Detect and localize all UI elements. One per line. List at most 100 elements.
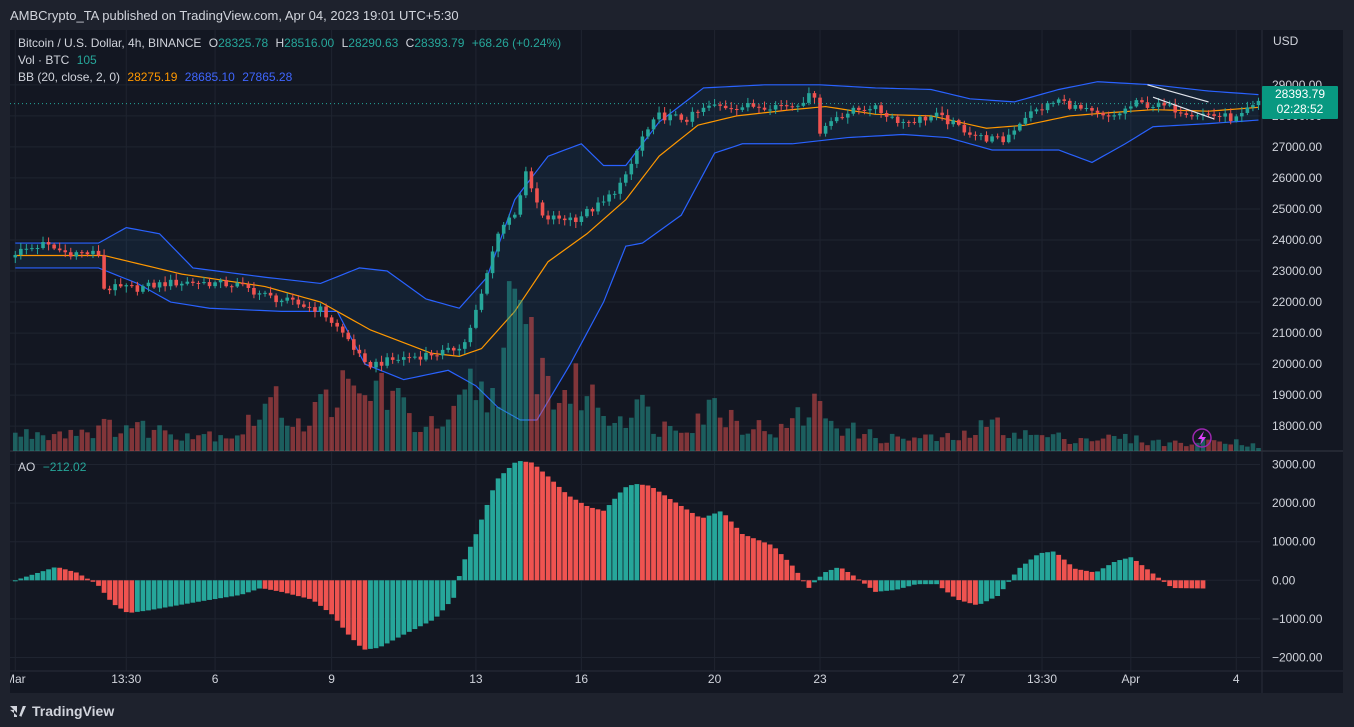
- symbol-legend[interactable]: Bitcoin / U.S. Dollar, 4h, BINANCE O2832…: [18, 36, 565, 50]
- volume-bar: [839, 435, 845, 451]
- candle-body: [146, 282, 151, 287]
- trend-line[interactable]: [1152, 96, 1215, 120]
- ao-bar: [862, 580, 867, 584]
- volume-bar: [307, 425, 312, 451]
- ao-bar: [368, 580, 373, 649]
- candle-body: [224, 280, 228, 287]
- candle-body: [185, 281, 190, 284]
- time-axis[interactable]: Mar 13:30 6 9 13 16 20 23 27 13:30 Apr 4: [10, 672, 1240, 686]
- bb-label[interactable]: BB (20, close, 2, 0): [18, 70, 121, 84]
- volume-bar: [12, 432, 18, 451]
- ao-bar: [884, 580, 890, 591]
- bb-legend[interactable]: BB (20, close, 2, 0) 28275.19 28685.10 2…: [18, 70, 296, 84]
- ao-bar: [1183, 580, 1189, 589]
- ao-bar: [207, 580, 212, 600]
- ao-bar: [1161, 580, 1167, 582]
- candle-body: [618, 182, 623, 194]
- trend-line[interactable]: [1147, 84, 1209, 103]
- candle: [174, 273, 179, 288]
- candle: [1051, 101, 1055, 107]
- ao-bar: [140, 580, 146, 612]
- symbol-name[interactable]: Bitcoin / U.S. Dollar, 4h, BINANCE: [18, 36, 202, 50]
- candle-body: [346, 332, 351, 340]
- ao-tick-label: 1000.00: [1272, 535, 1316, 549]
- candle-body: [857, 107, 861, 110]
- volume-bar: [257, 419, 262, 451]
- ao-bar: [129, 580, 135, 613]
- volume-bar: [606, 425, 612, 451]
- candle: [257, 290, 262, 300]
- candle-body: [734, 109, 739, 111]
- volume-bar: [673, 430, 679, 451]
- volume-bar: [462, 389, 468, 451]
- candle-body: [274, 295, 278, 303]
- volume-bar: [512, 288, 518, 451]
- price-candles[interactable]: [13, 87, 1261, 373]
- volume-bar: [706, 399, 712, 451]
- candle-body: [102, 255, 106, 289]
- candle: [1040, 103, 1044, 116]
- chart-canvas[interactable]: 18000.00 19000.00 20000.00 21000.00 22000.00…: [10, 30, 1343, 693]
- volume-bar: [334, 407, 340, 451]
- replay-lightning-icon[interactable]: [1192, 428, 1212, 448]
- ao-bar: [201, 580, 207, 601]
- tradingview-logo[interactable]: TradingView: [10, 703, 114, 719]
- candle-body: [13, 254, 18, 258]
- candle: [313, 302, 317, 318]
- price-axis[interactable]: 18000.00 19000.00 20000.00 21000.00 22000.00…: [1272, 78, 1322, 433]
- ao-histogram[interactable]: [12, 461, 1206, 650]
- volume-legend[interactable]: Vol · BTC 105: [18, 53, 101, 67]
- candle: [1245, 101, 1250, 116]
- ao-bar: [1022, 563, 1028, 581]
- candle-body: [1123, 108, 1128, 114]
- ao-legend[interactable]: AO −212.02: [18, 460, 90, 474]
- candle: [551, 211, 556, 225]
- candle-body: [1006, 134, 1011, 143]
- candle-body: [202, 282, 206, 284]
- ao-bar: [57, 567, 63, 581]
- candle-body: [30, 248, 34, 250]
- volume-bar: [357, 393, 362, 451]
- candle-body: [651, 119, 656, 130]
- ao-bar: [556, 486, 562, 581]
- volume-bar: [456, 394, 462, 451]
- ao-bar: [667, 498, 673, 581]
- volume-label[interactable]: Vol · BTC: [18, 53, 70, 67]
- candle-body: [268, 292, 273, 296]
- ao-bar: [617, 492, 623, 581]
- candle-body: [463, 342, 467, 349]
- ao-bar: [789, 565, 795, 581]
- bb-lower-line[interactable]: [15, 119, 1259, 421]
- time-tick-label: 9: [328, 672, 335, 686]
- candle: [474, 304, 478, 330]
- candle-body: [779, 105, 783, 107]
- ao-bar: [1017, 567, 1023, 581]
- volume-bars[interactable]: [12, 281, 1261, 451]
- ao-bar: [445, 580, 451, 605]
- candle: [1140, 97, 1144, 104]
- bb-basis-value: 28275.19: [127, 70, 178, 84]
- volume-bar: [135, 422, 140, 451]
- volume-bar: [262, 403, 268, 451]
- candle-body: [590, 208, 595, 212]
- ao-bar: [168, 580, 174, 607]
- ao-bar: [934, 580, 939, 585]
- volume-bar: [112, 436, 118, 451]
- candle: [790, 102, 795, 111]
- volume-bar: [634, 399, 640, 451]
- candle-body: [685, 119, 689, 122]
- candle: [840, 112, 845, 120]
- volume-bar: [468, 368, 473, 451]
- ao-bar: [484, 504, 490, 581]
- ao-label[interactable]: AO: [18, 460, 36, 474]
- candle-body: [773, 105, 778, 110]
- candle-body: [357, 349, 362, 354]
- bollinger-bands[interactable]: [15, 81, 1259, 421]
- volume-bar: [662, 421, 667, 451]
- ao-axis[interactable]: −2000.00 −1000.00 0.00 1000.00 2000.00 3000.0…: [1272, 458, 1323, 665]
- chart-area[interactable]: 18000.00 19000.00 20000.00 21000.00 22000.00…: [10, 30, 1343, 693]
- candle-body: [401, 357, 406, 360]
- candle: [646, 126, 650, 140]
- high-label: H: [275, 36, 285, 50]
- bb-basis-line[interactable]: [15, 105, 1259, 357]
